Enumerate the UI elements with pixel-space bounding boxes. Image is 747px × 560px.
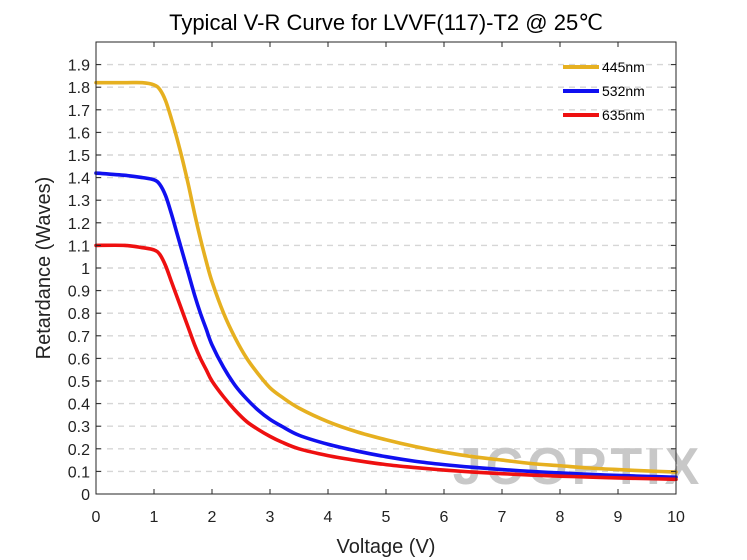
legend: 445nm 532nm 635nm [563,59,645,123]
y-tick-label: 1.8 [68,80,90,97]
x-tick-label: 4 [324,509,333,526]
y-tick-label: 0.1 [68,464,90,481]
x-tick-label: 5 [382,509,391,526]
x-tick-label: 8 [556,509,565,526]
y-tick-label: 1.2 [68,216,90,233]
y-tick-label: 0 [81,487,90,504]
y-tick-label: 1.3 [68,193,90,210]
x-tick-label: 7 [498,509,507,526]
y-tick-label: 0.7 [68,329,90,346]
series-lines [94,80,678,482]
chart-title: Typical V-R Curve for LVVF(117)-T2 @ 25℃ [169,10,603,35]
y-tick-label: 1.4 [68,171,90,188]
series-line-532nm [94,171,678,480]
x-tick-label: 0 [92,509,101,526]
y-tick-label: 1.1 [68,238,90,255]
y-tick-label: 0.8 [68,306,90,323]
series-line-635nm [94,243,678,482]
y-tick-label: 0.6 [68,351,90,368]
y-tick-label: 1.7 [68,103,90,120]
x-tick-label: 3 [266,509,275,526]
x-tick-label: 9 [614,509,623,526]
y-tick-label: 1 [81,261,90,278]
y-tick-label: 0.9 [68,284,90,301]
y-tick-label: 1.6 [68,125,90,142]
gridlines [96,63,676,473]
y-tick-label: 0.3 [68,419,90,436]
y-tick-label: 0.5 [68,374,90,391]
x-tick-label: 1 [150,509,159,526]
y-tick-label: 0.2 [68,442,90,459]
x-axis-label: Voltage (V) [337,536,436,558]
series-line-445nm [94,80,678,474]
legend-label-445nm: 445nm [602,59,645,75]
y-axis-label: Retardance (Waves) [33,177,55,360]
x-tick-label: 10 [667,509,685,526]
y-tick-label: 1.5 [68,148,90,165]
x-axis-ticks: 0 1 2 3 4 5 6 7 8 9 10 [92,42,685,526]
y-tick-label: 0.4 [68,397,90,414]
y-tick-label: 1.9 [68,58,90,75]
x-tick-label: 6 [440,509,449,526]
legend-label-635nm: 635nm [602,107,645,123]
legend-label-532nm: 532nm [602,83,645,99]
y-axis-ticks: 0 0.1 0.2 0.3 0.4 0.5 0.6 0.7 0.8 0.9 1 1.1 1.2 1.3 1.… [68,58,676,504]
x-tick-label: 2 [208,509,217,526]
